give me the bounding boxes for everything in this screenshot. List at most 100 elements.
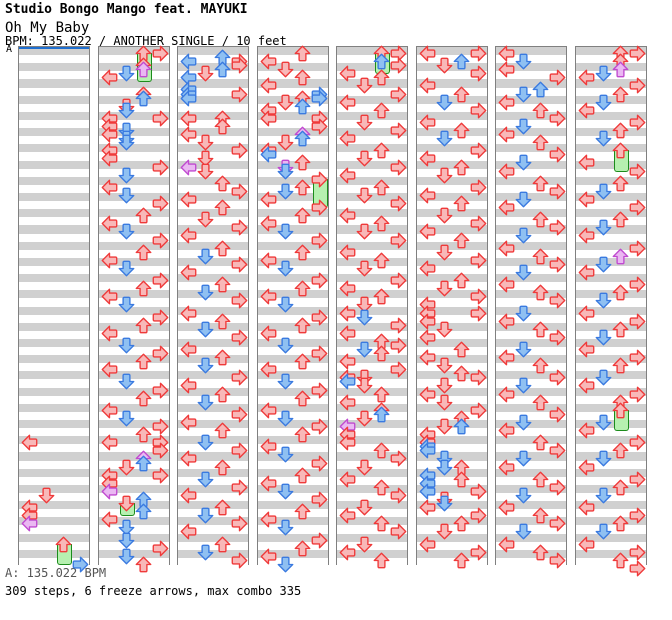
beat-row bbox=[98, 168, 169, 177]
arrow-left-icon bbox=[498, 199, 515, 216]
beat-row bbox=[496, 371, 566, 380]
arrow-right-icon bbox=[311, 382, 328, 399]
arrow-left-icon bbox=[419, 150, 436, 167]
beat-row bbox=[575, 347, 646, 356]
chart-column[interactable] bbox=[97, 45, 170, 573]
beat-row bbox=[178, 249, 248, 258]
chart-column[interactable] bbox=[415, 45, 488, 569]
arrow-right-icon bbox=[470, 507, 487, 524]
arrow-left-icon bbox=[578, 154, 595, 171]
arrow-up-icon bbox=[294, 540, 311, 557]
beat-row bbox=[416, 265, 487, 275]
chart-column[interactable] bbox=[495, 45, 567, 569]
beat-row bbox=[337, 468, 407, 477]
arrow-down-icon bbox=[436, 357, 453, 374]
beat-row bbox=[257, 411, 328, 421]
beat-row bbox=[257, 63, 328, 72]
arrow-left-icon bbox=[339, 434, 356, 451]
measure bbox=[178, 111, 248, 145]
arrow-down-icon bbox=[436, 94, 453, 111]
arrow-down-icon bbox=[595, 369, 612, 386]
beat-row bbox=[19, 501, 89, 510]
beat-row bbox=[496, 233, 566, 242]
measure bbox=[178, 144, 248, 177]
beat-row bbox=[337, 525, 407, 534]
arrow-left-icon bbox=[498, 126, 515, 143]
arrow-right-icon bbox=[231, 219, 248, 236]
beat-row bbox=[19, 119, 89, 129]
beat-row bbox=[575, 436, 646, 445]
arrow-right-icon bbox=[311, 345, 328, 362]
arrow-up-icon bbox=[532, 471, 549, 488]
arrow-right-icon bbox=[549, 329, 566, 346]
arrow-up-icon bbox=[532, 134, 549, 151]
beat-row bbox=[496, 298, 566, 307]
arrow-left-icon bbox=[180, 487, 197, 504]
chart-column[interactable] bbox=[256, 45, 329, 573]
beat-row bbox=[257, 95, 328, 104]
measure bbox=[575, 533, 646, 566]
arrow-right-icon bbox=[629, 507, 646, 524]
arrow-left-icon bbox=[339, 471, 356, 488]
beat-row bbox=[257, 322, 328, 331]
arrow-down-icon bbox=[436, 459, 453, 476]
arrow-left-icon bbox=[260, 110, 277, 127]
beat-row bbox=[257, 47, 328, 56]
arrow-right-icon bbox=[390, 337, 407, 354]
arrow-left-icon bbox=[498, 313, 515, 330]
beat-row bbox=[98, 347, 169, 356]
arrow-down-icon bbox=[118, 223, 135, 240]
beat-row bbox=[178, 274, 248, 283]
arrow-left-icon bbox=[260, 146, 277, 163]
measure bbox=[337, 501, 407, 534]
arrow-right-icon bbox=[152, 418, 169, 435]
beat-row bbox=[337, 444, 407, 453]
arrow-left-icon bbox=[339, 373, 356, 390]
beat-row bbox=[337, 168, 407, 177]
arrow-left-icon bbox=[419, 536, 436, 553]
beat-row bbox=[575, 395, 646, 404]
chart-column[interactable] bbox=[177, 46, 249, 569]
measure bbox=[257, 533, 328, 566]
chart-stats-label: 309 steps, 6 freeze arrows, max combo 33… bbox=[5, 584, 302, 598]
arrow-down-icon bbox=[197, 211, 214, 228]
beat-row bbox=[496, 201, 566, 210]
beat-row bbox=[496, 444, 566, 453]
beat-row bbox=[496, 541, 566, 550]
arrow-up-icon bbox=[214, 199, 231, 216]
arrow-left-icon bbox=[498, 240, 515, 257]
arrow-up-icon bbox=[294, 154, 311, 171]
stepchart-grid[interactable] bbox=[18, 45, 648, 577]
measure bbox=[19, 47, 89, 80]
arrow-right-icon bbox=[470, 142, 487, 159]
beat-row bbox=[178, 493, 248, 502]
arrow-up-icon bbox=[453, 515, 470, 532]
arrow-left-icon bbox=[180, 450, 197, 467]
arrow-right-icon bbox=[629, 471, 646, 488]
beat-row bbox=[496, 47, 566, 56]
arrow-up-icon bbox=[373, 442, 390, 459]
chart-column[interactable] bbox=[574, 45, 647, 577]
arrow-down-icon bbox=[436, 321, 453, 338]
measure bbox=[337, 79, 407, 112]
arrow-left-icon bbox=[498, 422, 515, 439]
arrow-right-icon bbox=[231, 479, 248, 496]
beat-row bbox=[575, 95, 646, 104]
chart-meta-label: BPM: 135.022 / ANOTHER SINGLE / 10 feet bbox=[5, 34, 287, 48]
measure bbox=[496, 144, 566, 177]
arrow-right-icon bbox=[549, 146, 566, 163]
beat-row bbox=[178, 509, 248, 518]
measure bbox=[257, 468, 328, 502]
beat-row bbox=[178, 55, 248, 64]
arrow-up-icon bbox=[612, 515, 629, 532]
beat-row bbox=[178, 128, 248, 137]
beat-row bbox=[416, 476, 487, 485]
arrow-right-icon bbox=[231, 142, 248, 159]
beat-row bbox=[98, 420, 169, 429]
chart-column[interactable] bbox=[18, 46, 90, 573]
beat-row bbox=[575, 225, 646, 234]
measure bbox=[337, 176, 407, 210]
bpm-change-marker bbox=[19, 47, 89, 49]
beat-row bbox=[98, 152, 169, 161]
chart-column[interactable] bbox=[336, 45, 408, 569]
